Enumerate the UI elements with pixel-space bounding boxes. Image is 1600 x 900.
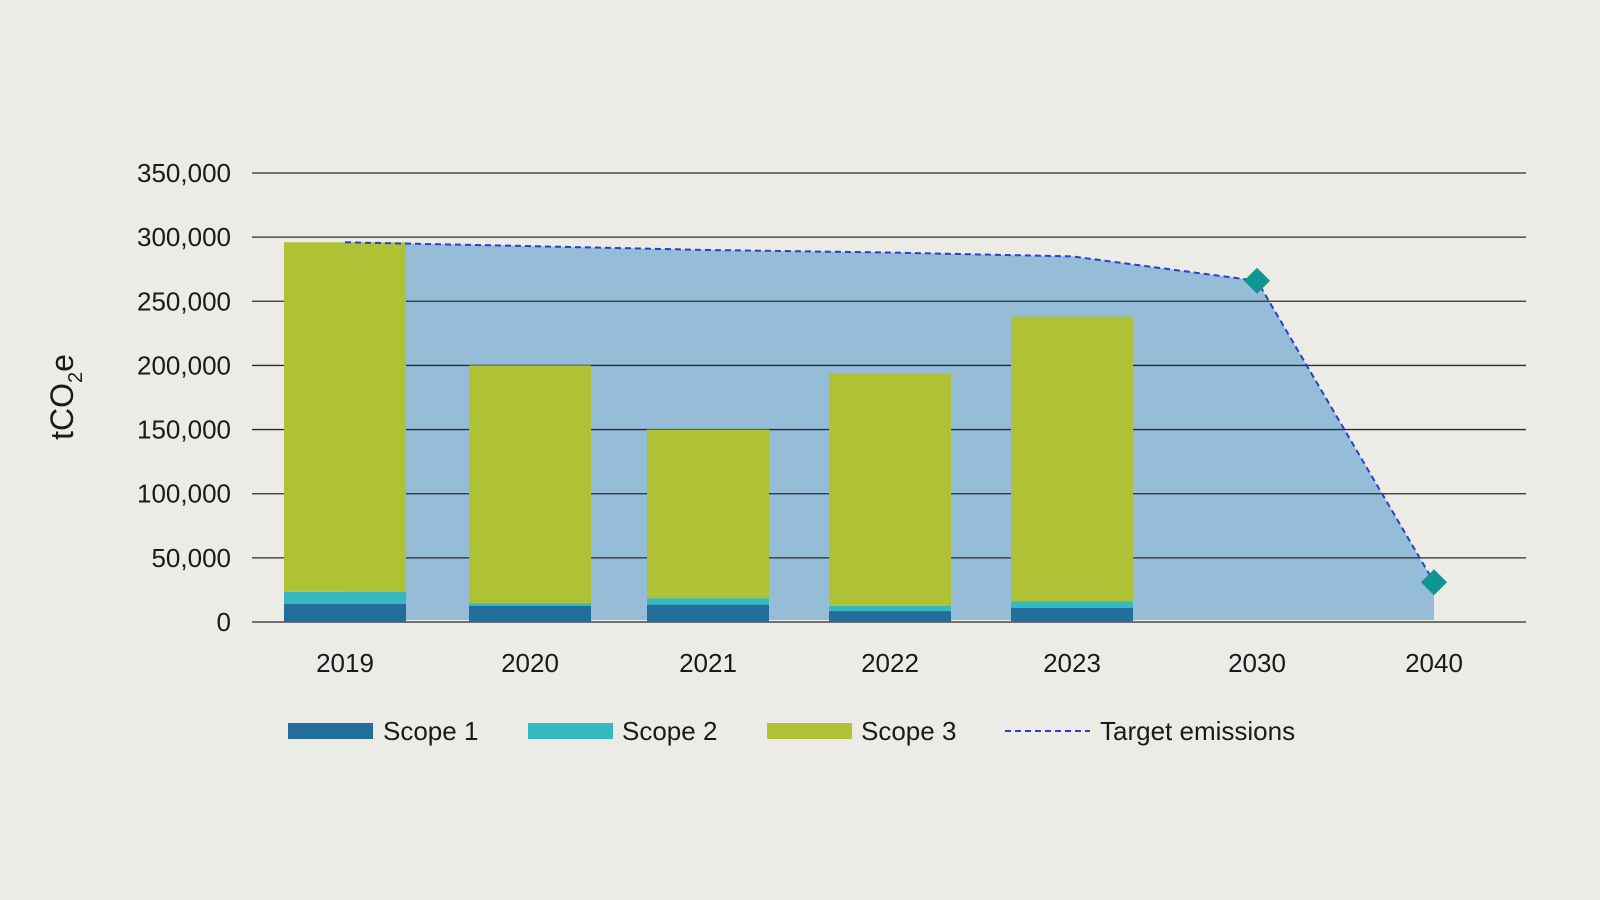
legend-label-target-emissions: Target emissions: [1100, 716, 1295, 746]
x-axis-ticks: 2019 2020 2021 2022 2023 2030 2040: [316, 648, 1463, 678]
legend-swatch-scope-1: [288, 723, 373, 739]
x-tick-label-2030: 2030: [1228, 648, 1286, 678]
legend-label-scope-2: Scope 2: [622, 716, 717, 746]
bar-scope-1-2022: [829, 611, 951, 622]
bar-scope-3-2020: [469, 365, 591, 604]
bar-scope-2-2021: [647, 598, 769, 605]
x-tick-label-2019: 2019: [316, 648, 374, 678]
y-tick-label-200000: 200,000: [137, 350, 231, 380]
target-line-layer: [344, 241, 1447, 596]
y-axis-label: tCO2e: [44, 354, 87, 440]
x-tick-label-2023: 2023: [1043, 648, 1101, 678]
legend-swatch-scope-2: [528, 723, 613, 739]
y-tick-label-50000: 50,000: [151, 543, 231, 573]
y-tick-label-250000: 250,000: [137, 286, 231, 316]
bar-scope-1-2020: [469, 605, 591, 622]
y-tick-label-150000: 150,000: [137, 415, 231, 445]
y-axis-title: tCO2e: [44, 354, 87, 440]
bar-scope-1-2023: [1011, 607, 1133, 622]
bar-scope-3-2021: [647, 429, 769, 599]
y-axis-title-main: tCO: [44, 383, 80, 440]
bar-scope-3-2019: [284, 242, 406, 592]
x-tick-label-2022: 2022: [861, 648, 919, 678]
legend: Scope 1 Scope 2 Scope 3 Target emissions: [288, 716, 1295, 746]
y-tick-label-300000: 300,000: [137, 222, 231, 252]
bars-layer: [284, 242, 1133, 622]
bar-scope-2-2022: [829, 605, 951, 612]
bar-scope-2-2020: [469, 603, 591, 606]
x-tick-label-2020: 2020: [501, 648, 559, 678]
bar-scope-1-2021: [647, 604, 769, 622]
x-tick-label-2021: 2021: [679, 648, 737, 678]
y-tick-label-0: 0: [217, 607, 231, 637]
y-axis-title-subscript: 2: [65, 372, 87, 383]
y-tick-label-350000: 350,000: [137, 158, 231, 188]
bar-scope-2-2019: [284, 591, 406, 605]
bar-scope-2-2023: [1011, 601, 1133, 608]
target-marker-2030: [1244, 267, 1270, 294]
legend-label-scope-1: Scope 1: [383, 716, 478, 746]
bar-scope-3-2023: [1011, 316, 1133, 602]
legend-swatch-scope-3: [767, 723, 852, 739]
x-tick-label-2040: 2040: [1405, 648, 1463, 678]
bar-scope-1-2019: [284, 604, 406, 622]
y-axis-ticks: 0 50,000 100,000 150,000 200,000 250,000 300,0…: [137, 158, 231, 637]
target-marker-2040: [1421, 569, 1447, 596]
legend-label-scope-3: Scope 3: [861, 716, 956, 746]
bar-scope-3-2022: [829, 373, 951, 606]
y-tick-label-100000: 100,000: [137, 479, 231, 509]
y-axis-title-suffix: e: [44, 354, 80, 372]
